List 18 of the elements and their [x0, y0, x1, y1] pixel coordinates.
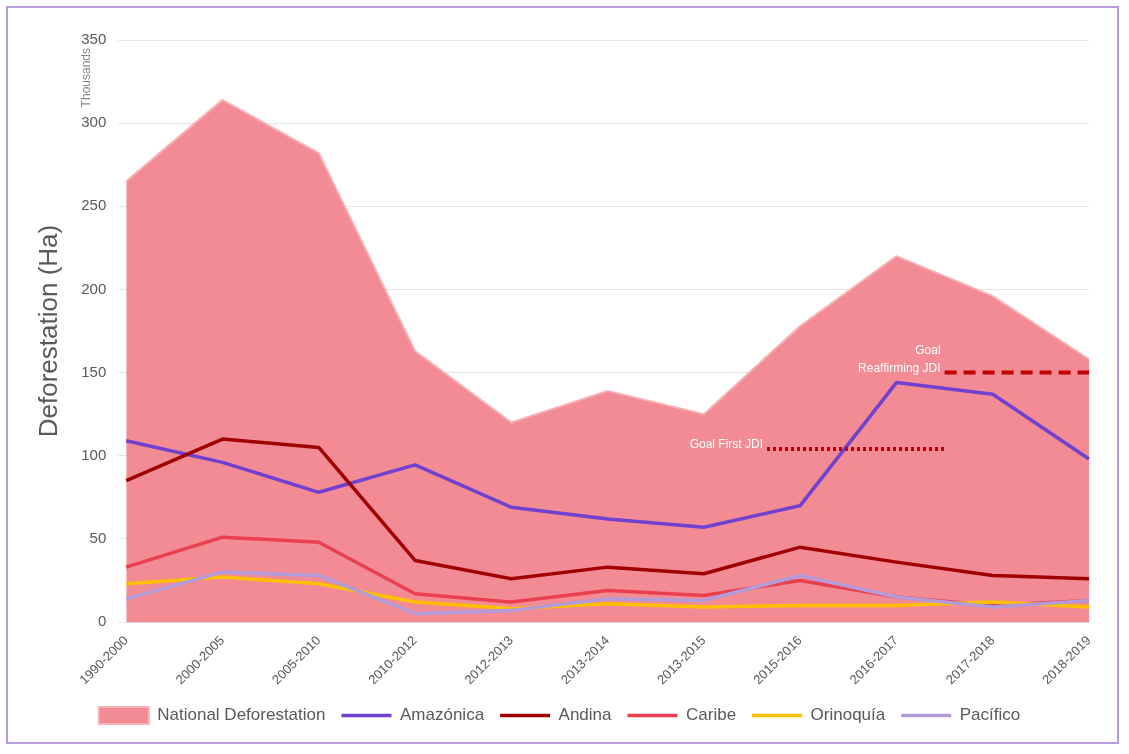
legend-label: Pacífico [959, 705, 1021, 725]
ref-line-label: Goal First JDI [689, 437, 764, 452]
legend-label: Caribe [686, 705, 737, 725]
y-axis-title: Deforestation (Ha) [32, 224, 63, 438]
ref-line-label: Goal Reaffirming JDI [858, 342, 941, 375]
y-tick-label: 50 [89, 529, 107, 547]
legend-label: Andina [558, 705, 613, 725]
legend-label: National Deforestation [157, 705, 326, 725]
y-tick-label: 250 [81, 196, 107, 214]
legend-label: Orinoquía [810, 705, 886, 725]
y-tick-label: 350 [81, 30, 107, 48]
y-tick-label: 0 [97, 612, 107, 630]
y-tick-label: 100 [81, 445, 107, 463]
text: Thousands [78, 48, 93, 108]
y-tick-label: 150 [81, 362, 107, 380]
y-tick-label: 200 [81, 279, 107, 297]
legend-label: Amazónica [399, 705, 485, 725]
y-tick-label: 300 [81, 113, 107, 131]
